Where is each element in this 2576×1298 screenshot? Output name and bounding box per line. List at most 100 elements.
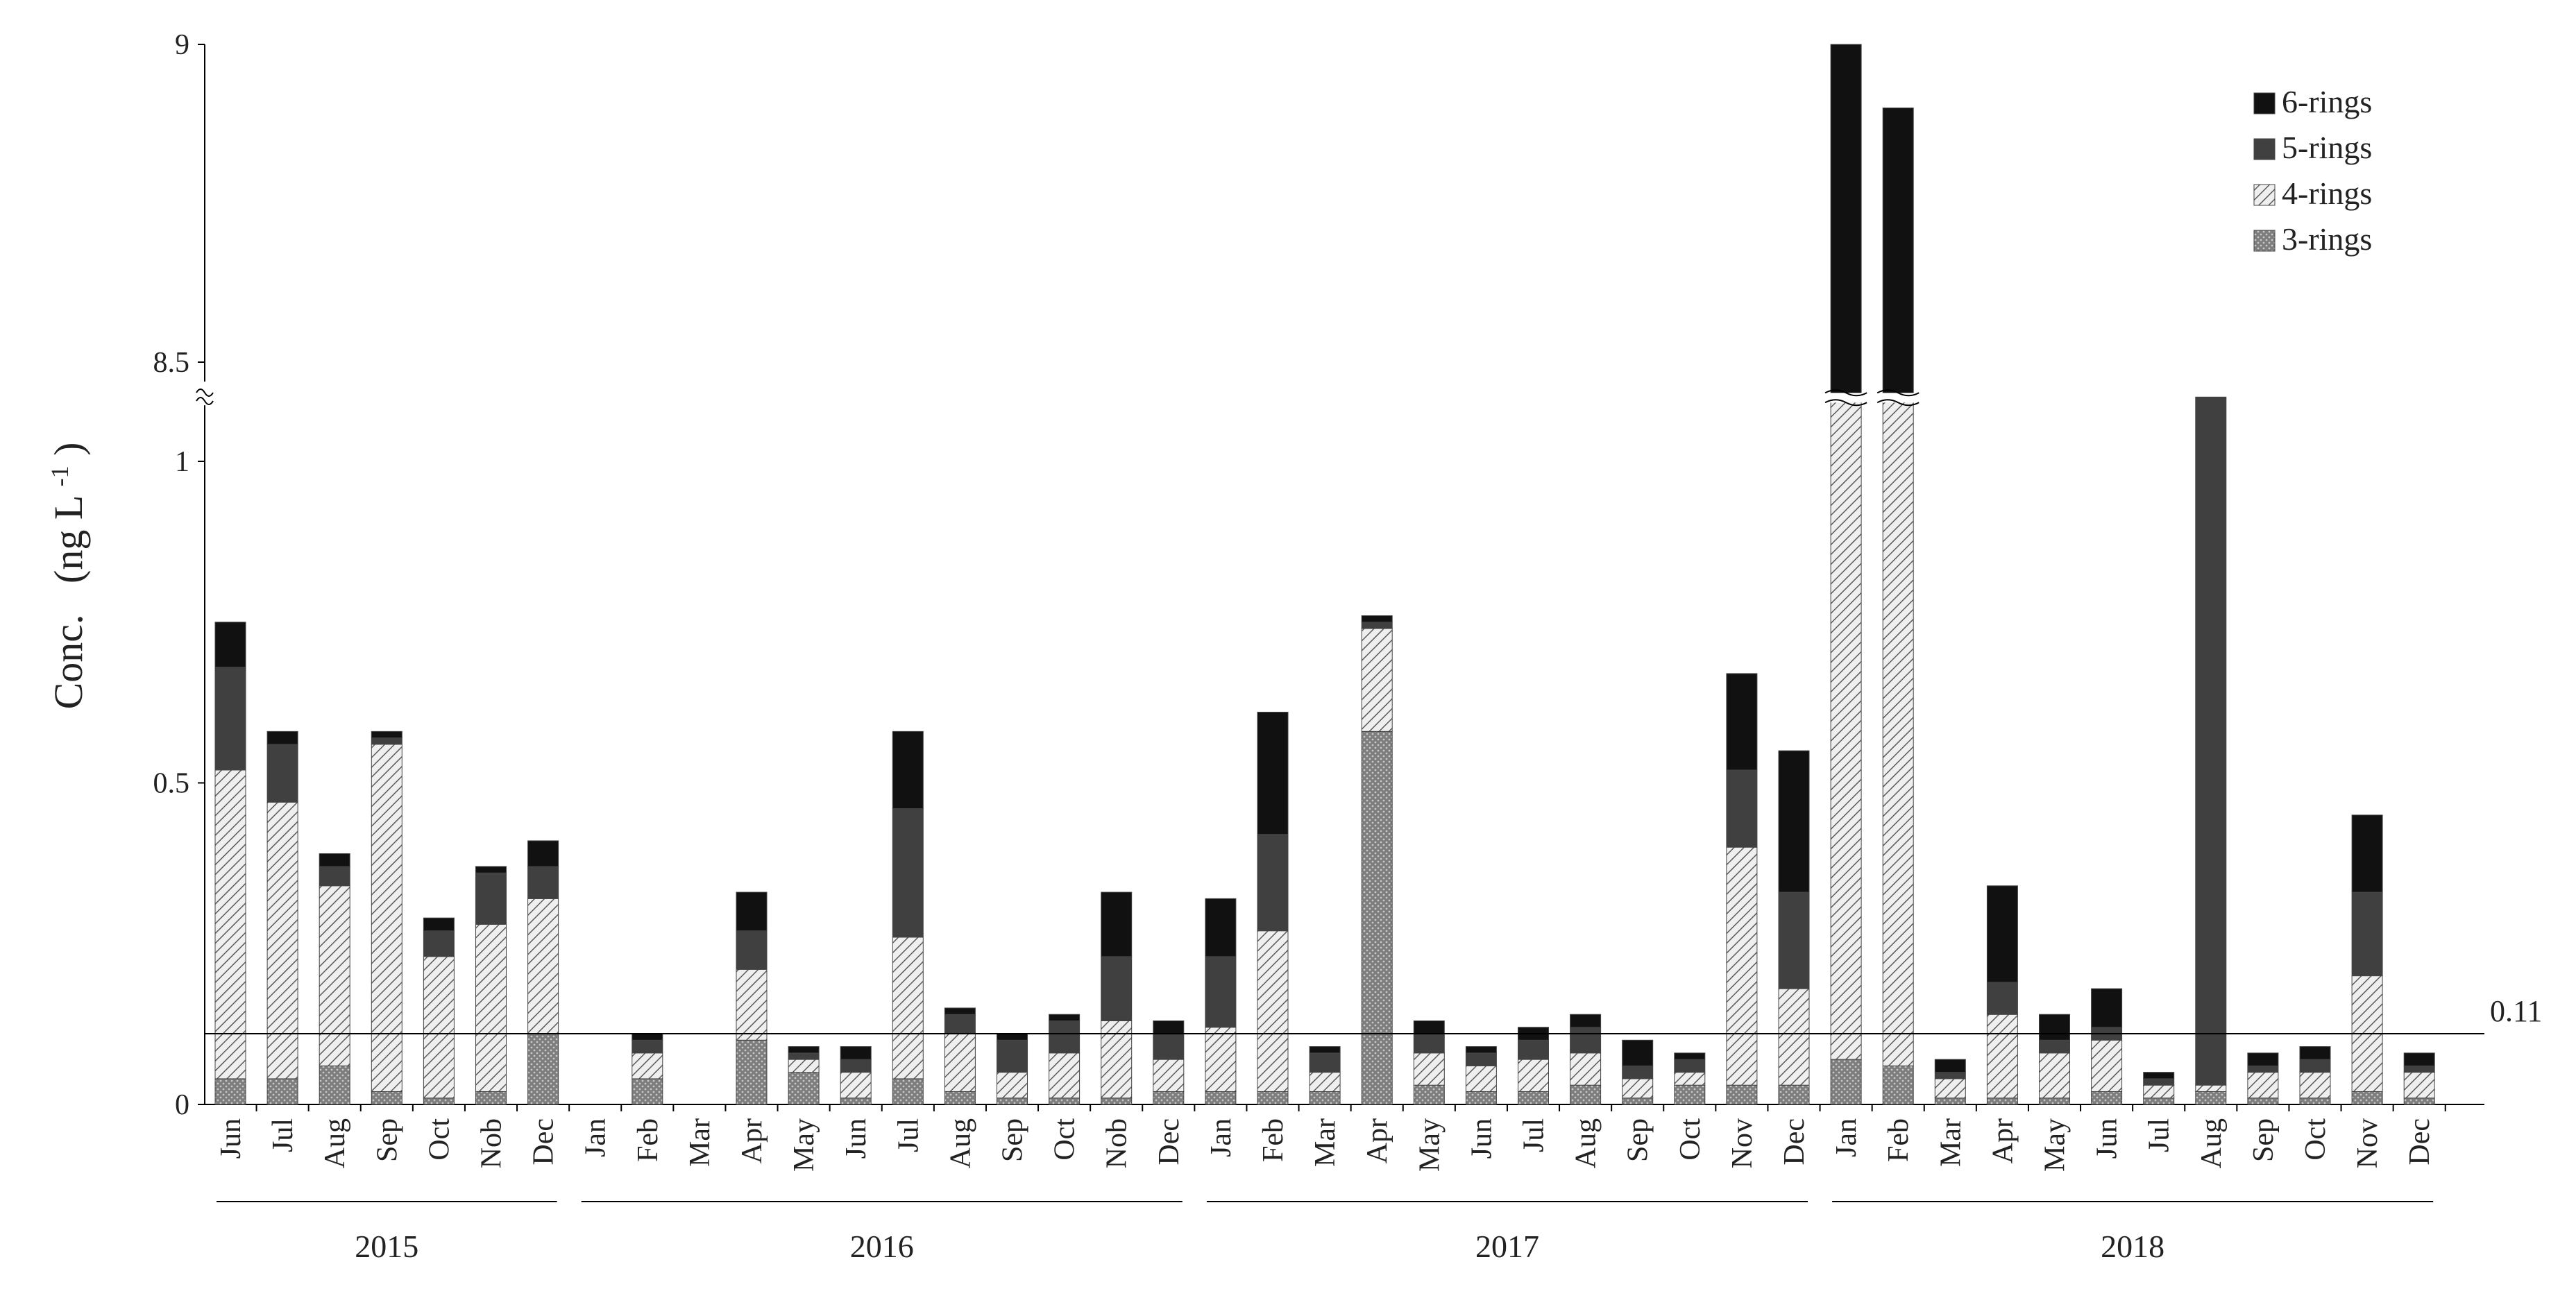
bar-segment-6-rings [1309,1046,1341,1054]
bar-segment-5-rings [1570,1027,1602,1054]
x-tick-label: Jun [215,1118,247,1159]
bar-segment-6-rings [1413,1020,1445,1034]
bar-segment-3-rings [944,1091,976,1105]
bar-segment-6-rings [736,891,768,932]
legend: 6-rings 5-rings 4-rings 3-rings [2253,84,2372,257]
bar-segment-6-rings [2091,988,2123,1028]
bar-segment-4-rings [2143,1084,2175,1099]
bar-segment-3-rings [2143,1098,2175,1105]
bar-stack [788,1046,820,1105]
bar-segment-3-rings [1257,1091,1289,1105]
x-tick-label: Dec [1779,1118,1811,1165]
bar-segment-4-rings [1726,846,1758,1086]
bar-segment-6-rings [1101,891,1133,957]
bar-segment-4-rings [892,937,924,1079]
x-tick-label: Nov [1727,1118,1759,1168]
x-tick-label: Oct [1049,1118,1081,1161]
x-tick-label: Dec [1153,1118,1185,1165]
bar-segment-3-rings [2247,1098,2279,1105]
bar-break-mark-bottom [1876,399,1920,407]
year-group-label: 2015 [355,1229,418,1264]
bar-break-mark-top [1876,389,1920,397]
bar-break-mark-top [1824,389,1867,397]
bar-segment-5-rings [1257,834,1289,932]
bar-segment-4-rings [266,801,298,1079]
bar-segment-5-rings [2351,891,2383,977]
bar-segment-3-rings [1465,1091,1497,1105]
y-tick-label: 0.5 [153,768,190,800]
bar-stack [371,731,402,1105]
x-tick-label: Aug [1570,1118,1602,1168]
bar-segment-4-rings [1153,1059,1185,1092]
bar-segment-6-rings [2351,814,2383,893]
bar-segment-5-rings [214,667,246,771]
bar-stack [1622,1039,1654,1105]
bar-stack [1986,885,2018,1105]
bar-stack [1726,673,1758,1105]
bar-segment-3-rings [371,1091,402,1105]
bar-stack [214,622,246,1105]
legend-item: 5-rings [2253,130,2372,165]
bar-segment-5-rings [892,808,924,938]
x-tick-label: Jul [1518,1118,1550,1152]
bar-segment-5-rings [997,1039,1028,1073]
x-tick-label: Sep [997,1118,1029,1162]
x-tick-label: Jan [580,1118,612,1157]
bar-break-mark-bottom [1824,399,1867,407]
bar-segment-5-rings [2247,1065,2279,1073]
bar-segment-4-rings [319,885,350,1066]
bar-segment-5-rings [1778,891,1810,989]
x-tick-label: Apr [1987,1118,2019,1163]
y-axis-unit: (ng L [46,497,91,583]
bar-segment-4-rings [1101,1020,1133,1099]
bar-segment-4-rings [2091,1039,2123,1092]
bar-stack [1153,1020,1185,1105]
bar-stack [1465,1046,1497,1105]
bar-segment-4-rings [371,744,402,1092]
bar-segment-4-rings [1570,1052,1602,1086]
legend-item: 6-rings [2253,84,2372,119]
legend-item: 4-rings [2253,176,2372,211]
bar-segment-3-rings [266,1078,298,1105]
bar-segment-4-rings [1049,1052,1081,1099]
bar-segment-3-rings [1934,1098,1966,1105]
bar-segment-4-rings [2247,1072,2279,1099]
x-tick-label: Aug [944,1118,976,1168]
bar-segment-5-rings [1518,1039,1549,1060]
bar-segment-5-rings [944,1014,976,1034]
bar-stack [2247,1052,2279,1105]
bar-segment-3-rings [632,1078,663,1105]
x-tick-label: Sep [2248,1118,2280,1162]
bar-segment-4-rings [1882,396,1914,1066]
bar-segment-4-rings [1986,1014,2018,1099]
bar-segment-5-rings [736,930,768,970]
year-group-label: 2018 [2101,1229,2164,1264]
bar-segment-3-rings [214,1078,246,1105]
bar-segment-4-rings [736,968,768,1041]
bar-stack [1570,1014,1602,1105]
bar-segment-3-rings [1986,1098,2018,1105]
bar-segment-4-rings [1934,1078,1966,1099]
bar-segment-5-rings [371,737,402,745]
bar-segment-5-rings [632,1039,663,1054]
bar-segment-5-rings [423,930,455,957]
bar-segment-4-rings [1413,1052,1445,1086]
x-tick-label: Aug [2196,1118,2228,1168]
bar-segment-4-rings [1778,988,1810,1086]
bar-segment-3-rings [1413,1084,1445,1105]
bar-stack [1518,1027,1549,1105]
bar-segment-5-rings [1622,1065,1654,1079]
y-tick-label: 9 [175,29,189,61]
bar-segment-3-rings [527,1033,559,1105]
bar-segment-4-rings [475,923,507,1092]
bar-segment-3-rings [1049,1098,1081,1105]
x-tick-label: Dec [2404,1118,2436,1165]
bar-stack [2403,1052,2435,1105]
bar-segment-3-rings [1153,1091,1185,1105]
bar-segment-5-rings [1726,769,1758,848]
x-tick-label: Jul [892,1118,924,1152]
bar-segment-3-rings [2403,1098,2435,1105]
x-tick-label: Feb [632,1118,664,1162]
bar-stack [944,1007,976,1105]
bar-segment-5-rings [2299,1059,2331,1073]
